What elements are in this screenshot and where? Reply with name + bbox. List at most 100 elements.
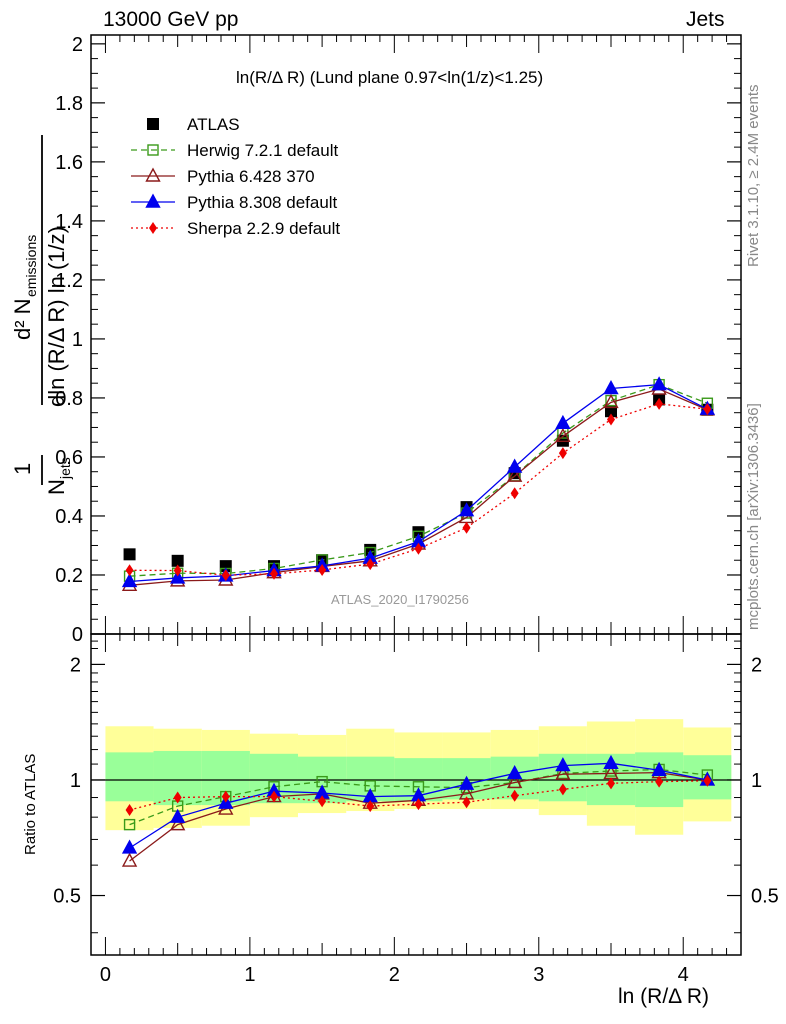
ratio-sherpa-2-2-9-default-point <box>558 783 567 796</box>
main-pythia-8-308-default-point <box>506 458 523 473</box>
legend-label: Herwig 7.2.1 default <box>187 141 338 160</box>
main-pythia-8-308-default-point <box>169 569 186 584</box>
main-pythia-6-428-370-point <box>603 393 619 409</box>
ratio-pythia-8-308-default-point <box>458 775 475 790</box>
legend-label: Sherpa 2.2.9 default <box>187 219 340 238</box>
y-tick-label: 1.8 <box>55 93 83 115</box>
main-sherpa-2-2-9-default-point <box>125 564 134 577</box>
y-label-one: 1 <box>10 463 35 475</box>
main-sherpa-2-2-9-default-point <box>270 567 279 580</box>
main-pythia-6-428-370-line <box>129 388 708 586</box>
main-pythia-8-308-default-point <box>121 573 138 588</box>
x-tick-label: 4 <box>678 964 689 986</box>
y-tick-label: 0.4 <box>55 506 83 528</box>
ratio-pythia-8-308-default-point <box>121 839 138 854</box>
legend-label: Pythia 8.308 default <box>187 193 338 212</box>
main-sherpa-2-2-9-default-point <box>558 447 567 460</box>
ratio-axis-label: Ratio to ATLAS <box>22 753 39 855</box>
ratio-plot-frame <box>90 633 742 956</box>
main-pythia-8-308-default-point <box>555 414 571 430</box>
x-tick-label: 3 <box>533 964 544 986</box>
y-label-numerator: d² N <box>10 298 35 340</box>
y-tick-label: 1.4 <box>55 211 83 233</box>
analysis-watermark: ATLAS_2020_I1790256 <box>331 592 469 607</box>
main-atlas-point <box>171 554 184 567</box>
y-label-numerator-sub: emissions <box>23 235 39 297</box>
x-tick-label: 2 <box>389 964 400 986</box>
y-tick-label: 1.2 <box>55 270 83 292</box>
mcplots-reference-label: mcplots.cern.ch [arXiv:1306.3436] <box>745 403 762 630</box>
ratio-pythia-6-428-370-point <box>169 816 186 831</box>
main-sherpa-2-2-9-default-point <box>462 521 471 534</box>
ratio-sherpa-2-2-9-default-point <box>703 774 712 787</box>
uncertainty-band-green <box>105 752 154 802</box>
y-tick-label: 0.8 <box>55 388 83 410</box>
ratio-y-tick-label-right: 1 <box>751 770 762 792</box>
ratio-pythia-6-428-370-point <box>121 852 138 867</box>
main-sherpa-2-2-9-default-point <box>655 397 664 410</box>
ratio-sherpa-2-2-9-default-point <box>270 790 279 803</box>
main-sherpa-2-2-9-default-point <box>703 403 712 416</box>
ratio-pythia-8-308-default-point <box>603 754 619 770</box>
y-tick-label: 1.6 <box>55 152 83 174</box>
legend-marker <box>147 144 159 156</box>
ratio-y-tick-label: 2 <box>70 654 81 676</box>
main-pythia-8-308-default-point <box>651 376 667 391</box>
ratio-pythia-8-308-default-point <box>555 757 571 772</box>
ratio-sherpa-2-2-9-default-point <box>173 791 182 804</box>
legend-label: Pythia 6.428 370 <box>187 167 315 186</box>
main-atlas-point <box>123 548 136 561</box>
y-tick-label: 0.6 <box>55 447 83 469</box>
ratio-sherpa-2-2-9-default-point <box>366 800 375 813</box>
ratio-y-tick-label: 1 <box>70 770 81 792</box>
y-tick-label: 2 <box>72 34 83 56</box>
ratio-sherpa-2-2-9-default-point <box>221 790 230 803</box>
legend-marker <box>149 222 157 234</box>
ratio-pythia-8-308-default-point <box>169 808 186 823</box>
legend-marker <box>145 167 161 182</box>
rivet-version-label: Rivet 3.1.10, ≥ 2.4M events <box>745 84 762 268</box>
ratio-pythia-8-308-default-point <box>651 761 667 776</box>
y-label-denominator: dln (R/Δ R) ln (1/z) <box>44 226 69 407</box>
chart-title: ln(R/Δ R) (Lund plane 0.97<ln(1/z)<1.25) <box>236 68 544 87</box>
ratio-pythia-6-428-370-point <box>555 765 571 780</box>
main-sherpa-2-2-9-default-point <box>366 558 375 571</box>
legend-label: ATLAS <box>187 115 240 134</box>
ratio-y-tick-label-right: 0.5 <box>751 886 779 908</box>
main-atlas-point <box>605 405 617 418</box>
main-pythia-8-308-default-point <box>458 502 475 517</box>
header-jets-label: Jets <box>686 8 725 31</box>
legend-marker <box>145 193 161 208</box>
ratio-sherpa-2-2-9-default-point <box>125 804 134 817</box>
ratio-y-tick-label: 0.5 <box>53 886 81 908</box>
main-sherpa-2-2-9-default-point <box>607 413 615 426</box>
main-pythia-6-428-370-point <box>555 427 571 443</box>
legend-marker <box>147 118 159 130</box>
ratio-y-tick-label-right: 2 <box>751 654 762 676</box>
ratio-sherpa-2-2-9-default-point <box>510 789 519 802</box>
x-tick-label: 0 <box>100 964 111 986</box>
y-tick-label: 0 <box>72 624 83 646</box>
y-tick-label: 0.2 <box>55 565 83 587</box>
ratio-sherpa-2-2-9-default-point <box>414 798 423 811</box>
main-pythia-8-308-default-point <box>603 380 619 395</box>
ratio-sherpa-2-2-9-default-point <box>655 775 664 788</box>
main-atlas-point <box>412 526 425 539</box>
main-sherpa-2-2-9-default-point <box>414 542 423 555</box>
x-axis-label: ln (R/Δ R) <box>618 985 710 1008</box>
y-label-njets: N <box>44 479 69 495</box>
main-pythia-6-428-370-point <box>506 467 523 482</box>
ratio-pythia-8-308-default-point <box>506 764 523 780</box>
ratio-herwig-7-2-1-default-point <box>123 818 136 831</box>
main-sherpa-2-2-9-default-point <box>173 564 182 577</box>
y-label-njets-sub: jets <box>57 457 73 480</box>
ratio-pythia-6-428-370-point <box>506 774 523 789</box>
ratio-sherpa-2-2-9-default-point <box>462 796 471 809</box>
main-sherpa-2-2-9-default-point <box>510 487 519 500</box>
main-atlas-point <box>508 467 521 480</box>
ratio-sherpa-2-2-9-default-point <box>607 777 615 790</box>
main-sherpa-2-2-9-default-point <box>221 569 230 582</box>
header-energy-label: 13000 GeV pp <box>103 8 239 31</box>
